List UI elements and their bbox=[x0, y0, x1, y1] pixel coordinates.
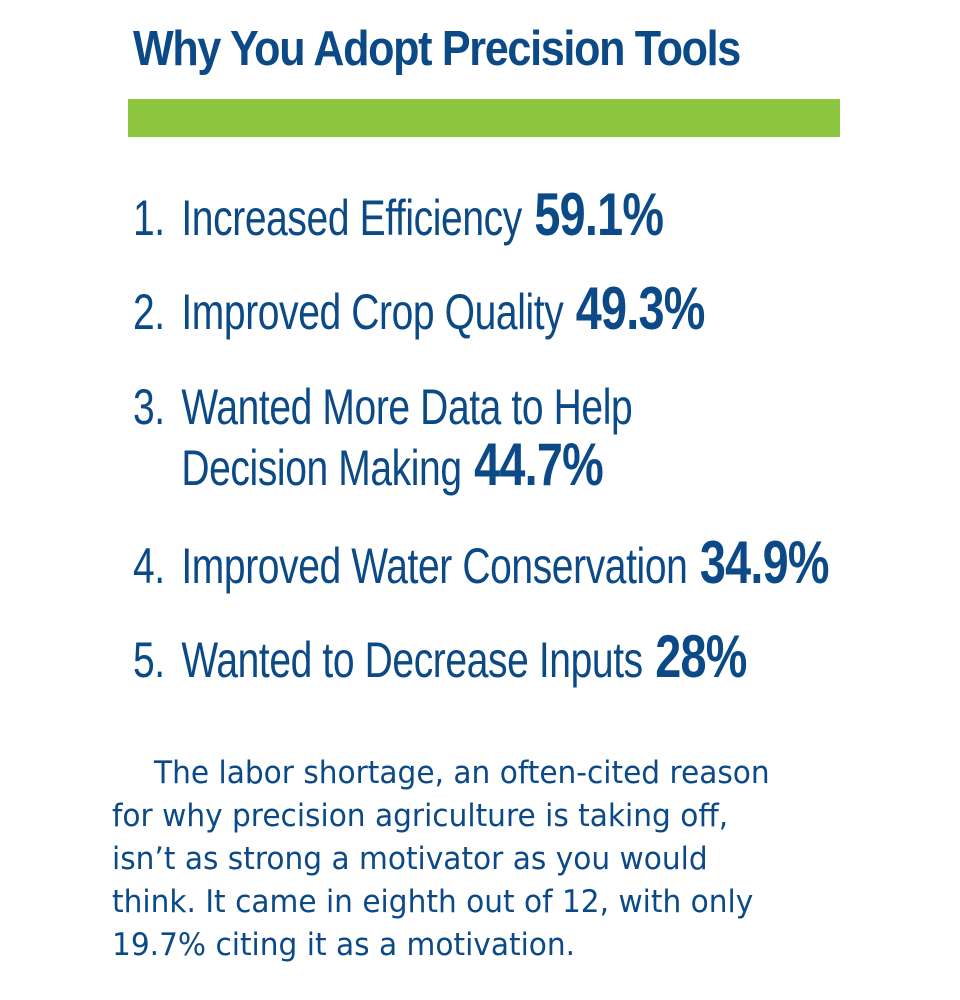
list-item: 2. Improved Crop Quality 49.3% bbox=[133, 279, 929, 341]
item-number: 1. bbox=[133, 190, 165, 246]
item-percent: 44.7% bbox=[474, 431, 604, 498]
list-item: 5. Wanted to Decrease Inputs 28% bbox=[133, 627, 929, 689]
footnote-line: 19.7% citing it as a motivation. bbox=[111, 927, 576, 963]
accent-bar bbox=[128, 99, 840, 137]
list-item: 1. Increased Efficiency 59.1% bbox=[133, 185, 929, 247]
item-label-line2: Decision Making bbox=[181, 440, 462, 496]
page-title: Why You Adopt Precision Tools bbox=[133, 22, 741, 76]
footnote-paragraph: The labor shortage, an often-cited reaso… bbox=[112, 752, 802, 967]
item-number: 4. bbox=[133, 538, 165, 594]
item-number: 5. bbox=[133, 632, 165, 688]
item-percent: 49.3% bbox=[575, 275, 706, 342]
footnote-line: for why precision agriculture is taking … bbox=[111, 798, 729, 834]
footnote-line: isn’t as strong a motivator as you would bbox=[111, 841, 708, 877]
item-label: Wanted to Decrease Inputs bbox=[181, 632, 643, 688]
item-percent: 28% bbox=[655, 623, 747, 690]
footnote-line: The labor shortage, an often-cited reaso… bbox=[154, 755, 770, 791]
item-number: 2. bbox=[133, 284, 165, 340]
list-item: 3. Wanted More Data to Help Decision Maki… bbox=[133, 378, 929, 497]
item-label: Wanted More Data to Help bbox=[181, 379, 633, 435]
footnote-line: think. It came in eighth out of 12, with… bbox=[111, 884, 754, 920]
item-label-line2-wrap: Decision Making 44.7% bbox=[133, 435, 929, 497]
item-label: Improved Water Conservation bbox=[181, 538, 688, 594]
item-number: 3. bbox=[133, 379, 165, 435]
item-percent: 59.1% bbox=[534, 181, 664, 248]
list-item: 4. Improved Water Conservation 34.9% bbox=[133, 533, 929, 595]
item-percent: 34.9% bbox=[699, 529, 830, 596]
item-label: Increased Efficiency bbox=[181, 190, 522, 246]
item-label: Improved Crop Quality bbox=[181, 284, 564, 340]
